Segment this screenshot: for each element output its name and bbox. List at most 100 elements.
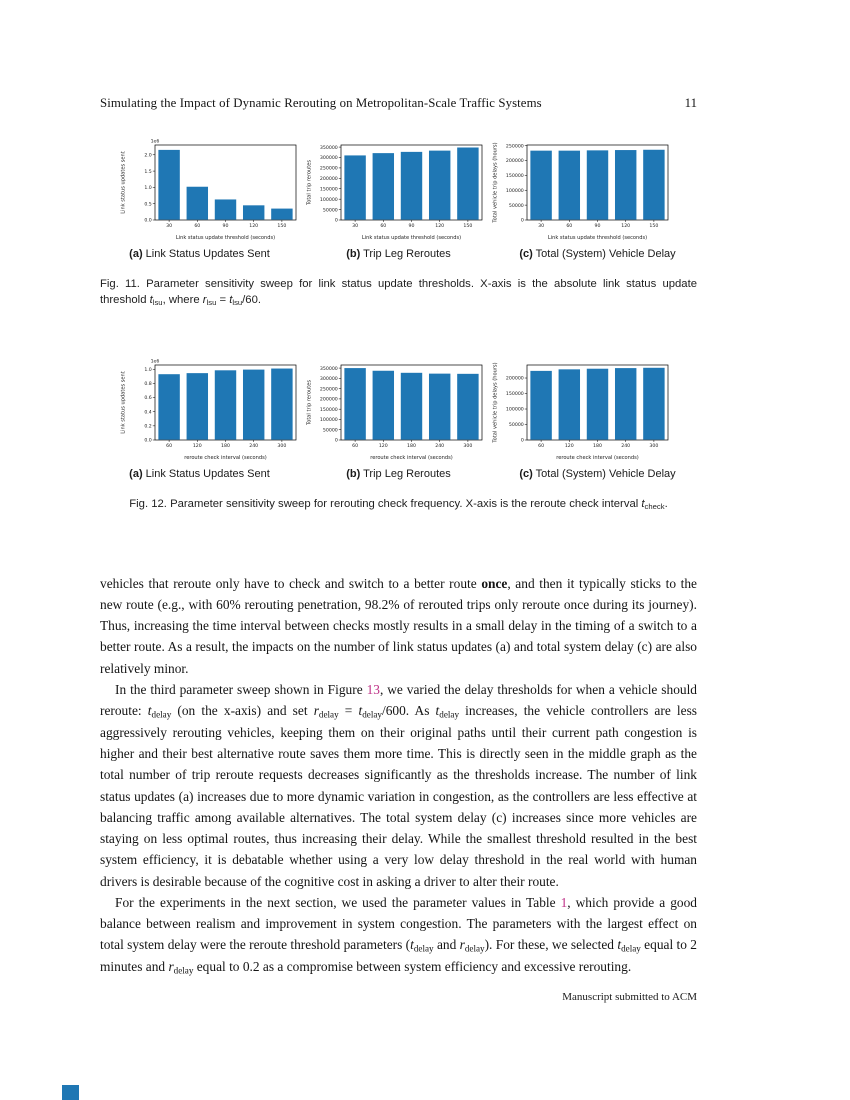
subcaption-text: Trip Leg Reroutes xyxy=(360,248,451,260)
svg-text:50000: 50000 xyxy=(509,422,524,428)
svg-text:240: 240 xyxy=(621,443,630,449)
text-segment: delay xyxy=(362,709,382,720)
subcaption-label: (a) xyxy=(129,467,143,480)
svg-text:120: 120 xyxy=(565,443,574,449)
svg-text:1.0: 1.0 xyxy=(144,367,151,373)
svg-text:30: 30 xyxy=(538,223,544,229)
svg-text:30: 30 xyxy=(352,223,358,229)
svg-text:Total trip reroutes: Total trip reroutes xyxy=(307,160,313,206)
svg-text:150000: 150000 xyxy=(506,391,524,397)
subcaption-label: (b) xyxy=(346,467,361,480)
text-segment: t xyxy=(410,937,414,953)
bar-chart-svg: 0 50000 100000 150000 200000 250000 30 60 90 120 1… xyxy=(493,142,669,241)
figure-11-charts: 0.0 0.5 1.0 1.5 2.0 1e6 30 60 90 120 150 Link statu… xyxy=(118,135,673,241)
svg-text:0: 0 xyxy=(521,218,524,224)
body-paragraph-3: For the experiments in the next section,… xyxy=(100,894,697,976)
text-segment: lsu xyxy=(232,297,243,307)
subcaption-text: Total (System) Vehicle Delay xyxy=(532,467,676,480)
svg-text:0: 0 xyxy=(335,218,338,224)
chart-fig12-a: 0.0 0.2 0.4 0.6 0.8 1.0 1e6 60 120 180 240 300 rerou… xyxy=(118,355,301,461)
chart-fig12-c: 0 50000 100000 150000 200000 60 120 180 240 300 re… xyxy=(490,355,673,461)
svg-text:60: 60 xyxy=(538,443,544,449)
subcaption-label: (a) xyxy=(129,248,143,260)
text-segment: delay xyxy=(173,965,194,976)
text-segment: t xyxy=(147,703,152,718)
svg-text:0: 0 xyxy=(335,437,338,443)
svg-text:200000: 200000 xyxy=(320,176,338,182)
svg-text:Link status updates sent: Link status updates sent xyxy=(121,371,127,434)
svg-text:0: 0 xyxy=(521,437,524,443)
text-segment: t xyxy=(358,703,363,718)
chart-fig11-a: 0.0 0.5 1.0 1.5 2.0 1e6 30 60 90 120 150 Link statu… xyxy=(118,135,301,241)
svg-text:1e6: 1e6 xyxy=(151,139,160,145)
svg-text:0.0: 0.0 xyxy=(144,437,151,443)
body-text: vehicles that reroute only have to check… xyxy=(100,573,697,979)
subcaption-label: (c) xyxy=(519,248,533,260)
svg-text:0.0: 0.0 xyxy=(144,218,151,224)
svg-text:200000: 200000 xyxy=(506,158,524,164)
subcaption-11c: (c) Total (System) Vehicle Delay xyxy=(498,248,697,260)
text-segment: r xyxy=(313,703,319,718)
svg-text:60: 60 xyxy=(380,223,386,229)
figure-12-subcaptions: (a) Link Status Updates Sent (b) Trip Le… xyxy=(100,468,697,480)
figure-11: 0.0 0.5 1.0 1.5 2.0 1e6 30 60 90 120 150 Link statu… xyxy=(100,135,697,309)
svg-text:0.6: 0.6 xyxy=(144,395,151,401)
svg-text:60: 60 xyxy=(194,223,200,229)
svg-text:300000: 300000 xyxy=(320,376,338,382)
subcaption-12a: (a) Link Status Updates Sent xyxy=(100,468,299,480)
svg-text:150000: 150000 xyxy=(320,186,338,192)
svg-text:1e6: 1e6 xyxy=(151,358,160,364)
svg-text:90: 90 xyxy=(223,223,229,229)
subcaption-11b: (b) Trip Leg Reroutes xyxy=(299,248,498,260)
figure-12-charts: 0.0 0.2 0.4 0.6 0.8 1.0 1e6 60 120 180 240 300 rerou… xyxy=(118,355,673,461)
text-segment: t xyxy=(229,293,233,306)
svg-text:1.5: 1.5 xyxy=(144,169,151,175)
svg-text:150: 150 xyxy=(277,223,286,229)
svg-text:120: 120 xyxy=(193,443,202,449)
svg-text:Link status update threshold (: Link status update threshold (seconds) xyxy=(548,235,647,241)
subcaption-text: Link Status Updates Sent xyxy=(142,248,270,260)
text-segment: delay xyxy=(318,709,339,720)
svg-text:reroute check interval (second: reroute check interval (seconds) xyxy=(184,455,267,461)
svg-text:120: 120 xyxy=(621,223,630,229)
subcaption-label: (b) xyxy=(346,248,361,260)
svg-text:150000: 150000 xyxy=(320,407,338,413)
text-segment: r xyxy=(459,937,465,953)
svg-text:180: 180 xyxy=(407,443,416,449)
svg-text:100000: 100000 xyxy=(320,197,338,203)
crossref-link[interactable]: 1 xyxy=(560,894,568,910)
svg-text:150: 150 xyxy=(463,223,472,229)
text-segment: lsu xyxy=(206,297,217,307)
svg-text:Total trip reroutes: Total trip reroutes xyxy=(307,379,313,425)
svg-text:180: 180 xyxy=(221,443,230,449)
svg-text:350000: 350000 xyxy=(320,365,338,371)
running-header: Simulating the Impact of Dynamic Rerouti… xyxy=(100,96,697,111)
svg-text:reroute check interval (second: reroute check interval (seconds) xyxy=(370,455,453,461)
text-segment: check xyxy=(644,501,665,511)
svg-text:50000: 50000 xyxy=(323,427,338,433)
figure-11-subcaptions: (a) Link Status Updates Sent (b) Trip Le… xyxy=(100,248,697,260)
svg-text:120: 120 xyxy=(249,223,258,229)
svg-text:250000: 250000 xyxy=(506,143,524,149)
text-segment: lsu xyxy=(152,297,163,307)
svg-text:100000: 100000 xyxy=(320,417,338,423)
svg-text:60: 60 xyxy=(352,443,358,449)
subcaption-text: Link Status Updates Sent xyxy=(142,467,270,480)
svg-text:120: 120 xyxy=(379,443,388,449)
figure-12-caption: Fig. 12. Parameter sensitivity sweep for… xyxy=(129,497,668,511)
footer-note: Manuscript submitted to ACM xyxy=(562,991,697,1004)
svg-text:60: 60 xyxy=(566,223,572,229)
text-segment: delay xyxy=(621,943,641,954)
svg-text:50000: 50000 xyxy=(323,207,338,213)
svg-text:200000: 200000 xyxy=(320,396,338,402)
bar-chart-svg: 0 50000 100000 150000 200000 60 120 180 240 300 re… xyxy=(493,362,669,461)
svg-text:100000: 100000 xyxy=(506,188,524,194)
svg-text:0.8: 0.8 xyxy=(144,381,151,387)
svg-text:300000: 300000 xyxy=(320,155,338,161)
svg-text:Link status update threshold (: Link status update threshold (seconds) xyxy=(176,235,275,241)
crossref-link[interactable]: 13 xyxy=(366,681,380,697)
svg-text:90: 90 xyxy=(409,223,415,229)
svg-text:Total vehicle trip delays (hou: Total vehicle trip delays (hours) xyxy=(493,142,499,223)
